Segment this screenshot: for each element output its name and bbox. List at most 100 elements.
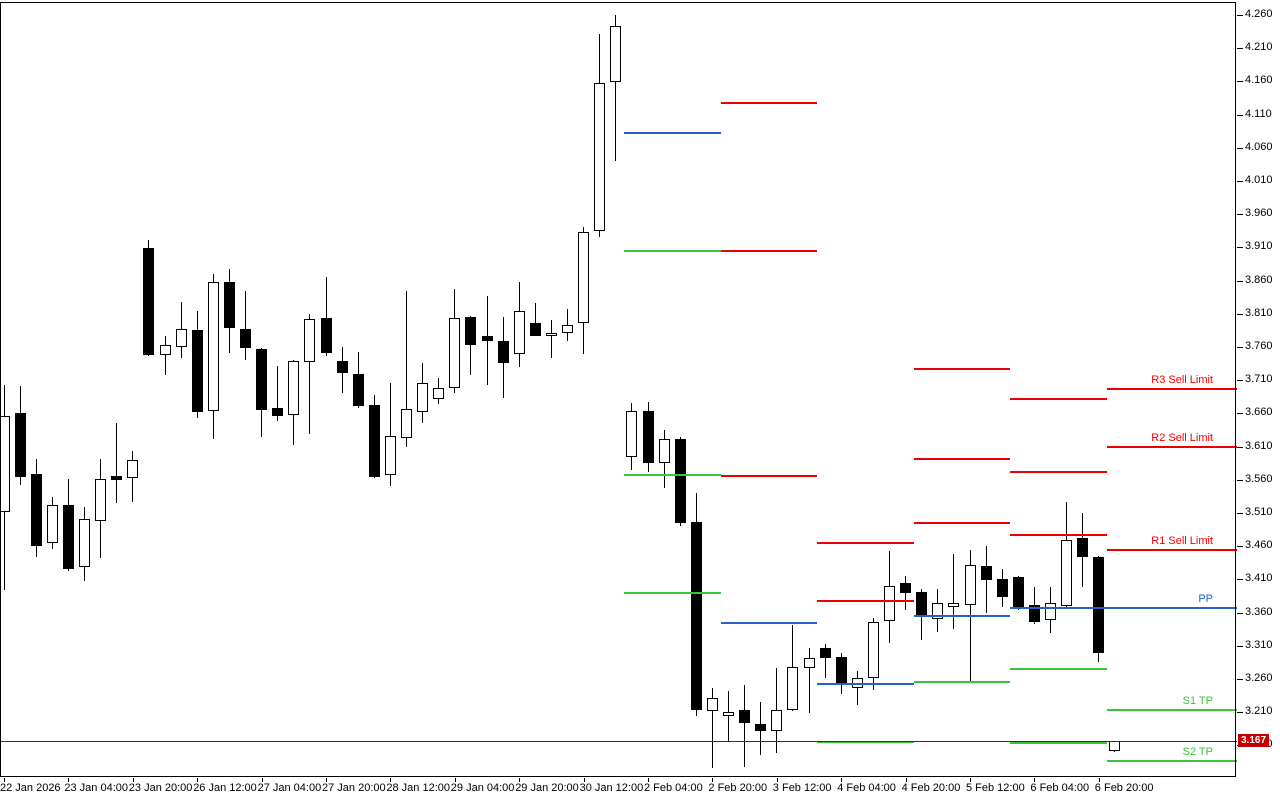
pivot-line[interactable] [1107,709,1237,712]
candle[interactable] [626,410,638,458]
candle[interactable] [79,518,90,567]
candle[interactable] [240,329,251,349]
candle[interactable] [562,325,573,334]
candle[interactable] [0,416,10,512]
candle[interactable] [900,583,912,593]
candle[interactable] [191,329,203,413]
pivot-line[interactable] [624,591,721,594]
candle[interactable] [642,410,654,464]
candle[interactable] [771,709,783,732]
pivot-line[interactable] [1107,760,1237,763]
pivot-line[interactable] [1107,549,1237,552]
pivot-line[interactable] [1010,606,1237,609]
candle[interactable] [1077,537,1089,558]
pivot-level-label: R3 Sell Limit [1151,374,1213,387]
candle[interactable] [417,382,429,413]
candle[interactable] [143,248,155,355]
candle[interactable] [159,345,171,355]
candle[interactable] [578,232,590,324]
candle[interactable] [867,621,879,679]
pivot-line[interactable] [817,600,914,603]
pivot-line[interactable] [1107,446,1237,449]
candle[interactable] [111,475,123,480]
candle[interactable] [996,579,1008,598]
candle[interactable] [95,479,107,521]
pivot-line[interactable] [1010,668,1107,671]
candle[interactable] [272,408,284,417]
candle[interactable] [384,435,396,476]
candle[interactable] [932,603,944,620]
pivot-line[interactable] [721,621,817,624]
candle[interactable] [288,360,300,415]
candle[interactable] [755,724,767,732]
candle[interactable] [948,602,960,608]
candle[interactable] [175,329,187,347]
pivot-line[interactable] [721,250,817,253]
candle[interactable] [465,317,477,345]
candle[interactable] [481,335,493,341]
candle[interactable] [916,592,928,617]
candle[interactable] [30,473,42,547]
candle[interactable] [497,341,509,363]
candle[interactable] [1012,577,1024,608]
candle[interactable] [256,348,268,411]
candle[interactable] [787,667,799,711]
candle[interactable] [964,564,976,605]
pivot-line[interactable] [721,102,817,105]
candle[interactable] [674,439,686,523]
chart-plot-area[interactable]: R3 Sell Limit R2 Sell Limit R1 Sell Limit P… [0,0,1237,777]
candle[interactable] [529,323,541,336]
candle[interactable] [803,657,815,669]
pivot-line[interactable] [1010,741,1107,744]
pivot-line[interactable] [1010,471,1107,474]
time-axis-label: 4 Feb 04:00 [837,782,896,794]
candle[interactable] [1045,603,1056,620]
candle[interactable] [46,505,58,543]
candle[interactable] [690,522,702,711]
pivot-line[interactable] [624,249,721,252]
candle[interactable] [1061,539,1073,606]
pivot-line[interactable] [914,614,1010,617]
candle[interactable] [433,388,445,399]
pivot-line[interactable] [914,367,1010,370]
candle[interactable] [449,317,461,389]
pivot-line[interactable] [624,132,721,135]
candle[interactable] [336,360,348,373]
candle[interactable] [304,319,316,363]
candle[interactable] [706,698,718,711]
pivot-line[interactable] [624,474,721,477]
candle[interactable] [223,281,235,328]
pivot-line[interactable] [1010,398,1107,401]
pivot-line[interactable] [914,458,1010,461]
candle[interactable] [819,647,831,658]
candle[interactable] [835,657,847,685]
candle[interactable] [739,710,751,724]
candle[interactable] [14,412,26,478]
candle[interactable] [610,26,622,83]
candle[interactable] [1028,605,1040,622]
candle[interactable] [320,317,332,353]
pivot-line[interactable] [817,541,914,544]
candle[interactable] [545,333,557,336]
pivot-line[interactable] [817,741,914,744]
pivot-line[interactable] [914,521,1010,524]
candle[interactable] [62,505,74,569]
pivot-line[interactable] [721,474,817,477]
candle[interactable] [352,374,364,407]
candle[interactable] [513,311,525,355]
candle[interactable] [658,439,670,464]
candle[interactable] [207,281,219,411]
current-price-line[interactable] [0,741,1237,742]
pivot-line[interactable] [914,680,1010,683]
candle[interactable] [594,82,606,231]
candle[interactable] [368,404,380,478]
pivot-line[interactable] [1010,533,1107,536]
candle[interactable] [127,459,139,478]
candle[interactable] [723,711,734,717]
candle[interactable] [980,566,992,581]
pivot-line[interactable] [1107,388,1237,391]
candle[interactable] [884,586,895,622]
candle[interactable] [401,408,412,438]
candle[interactable] [1093,557,1105,654]
pivot-line[interactable] [817,683,914,686]
